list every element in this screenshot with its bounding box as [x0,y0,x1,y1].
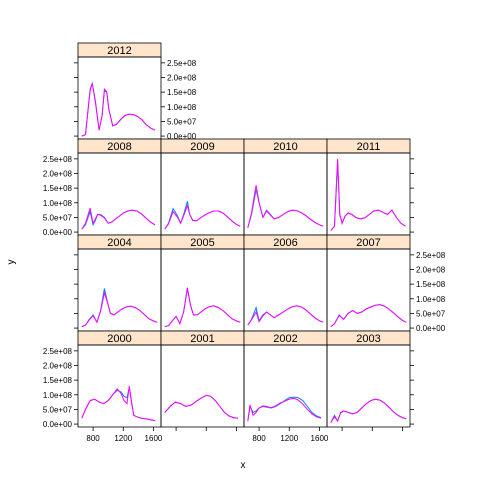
series-line [81,83,156,137]
x-axis-title: x [241,460,246,471]
x-tick-label: 1200 [280,434,298,443]
series-line [330,398,407,423]
y-tick-label: 1.0e+08 [416,295,446,304]
panel-strip-label: 2002 [273,333,297,345]
series-line [330,398,407,423]
panel-frame [243,248,328,332]
panel-strip-label: 2000 [107,333,131,345]
panel-strip-label: 2008 [107,141,131,153]
y-tick-label: 2.5e+08 [43,155,73,164]
series-line [330,304,407,327]
panel-strip-label: 2001 [190,333,214,345]
y-tick-label: 2.5e+08 [43,347,73,356]
x-tick-label: 1200 [114,434,132,443]
panels-group: 2012 2008 2009 2010 2011 2004 2005 2006 2007 2000… [43,42,446,443]
y-tick-label: 2.5e+08 [416,251,446,260]
y-tick-label: 1.5e+08 [43,184,73,193]
series-line [330,158,406,231]
y-tick-label: 1.5e+08 [167,88,197,97]
panel-frame [77,152,162,236]
y-tick-label: 5.0e+07 [167,117,197,126]
y-tick-label: 5.0e+07 [43,405,73,414]
x-tick-label: 1600 [145,434,163,443]
y-axis-title: y [6,260,17,265]
series-line [81,290,158,328]
y-tick-label: 2.0e+08 [43,362,73,371]
panel-frame [160,152,245,236]
y-tick-label: 2.5e+08 [167,59,197,68]
series-line [81,207,156,230]
series-line [81,387,156,422]
panel-frame [326,248,411,332]
y-tick-label: 0.0e+00 [167,132,197,141]
panel-strip-label: 2009 [190,141,214,153]
series-line [247,396,322,422]
y-tick-label: 0.0e+00 [43,420,73,429]
panel-strip-label: 2011 [357,141,381,153]
y-tick-label: 1.5e+08 [43,376,73,385]
y-tick-label: 0.0e+00 [416,324,446,333]
panel-strip-label: 2006 [273,237,297,249]
series-line [81,288,158,328]
panel-strip-label: 2005 [190,237,214,249]
y-tick-label: 0.0e+00 [43,228,73,237]
y-tick-label: 2.0e+08 [43,170,73,179]
panel-frame [77,344,162,428]
y-tick-label: 1.5e+08 [416,280,446,289]
panel-strip-label: 2012 [107,45,131,57]
panel-strip-label: 2010 [273,141,297,153]
y-tick-label: 5.0e+07 [43,213,73,222]
panel-strip-label: 2003 [356,333,380,345]
panel-strip-label: 2007 [356,237,380,249]
series-line [164,204,241,230]
y-tick-label: 1.0e+08 [43,199,73,208]
series-line [81,81,156,137]
y-tick-label: 5.0e+07 [416,309,446,318]
series-line [330,161,406,231]
x-tick-label: 1600 [311,434,329,443]
series-line [247,305,324,326]
series-line [81,385,156,422]
x-tick-label: 800 [86,434,100,443]
series-line [247,397,322,422]
series-line [164,287,241,328]
panel-strip-label: 2004 [107,237,131,249]
y-tick-label: 2.0e+08 [167,74,197,83]
series-line [247,185,324,228]
series-line [247,189,324,228]
x-tick-label: 800 [252,434,266,443]
series-line [164,288,241,328]
panel-frame [326,344,411,428]
y-tick-label: 1.0e+08 [167,103,197,112]
y-tick-label: 2.0e+08 [416,266,446,275]
panel-frame [160,344,245,428]
series-line [164,394,239,419]
y-tick-label: 1.0e+08 [43,391,73,400]
